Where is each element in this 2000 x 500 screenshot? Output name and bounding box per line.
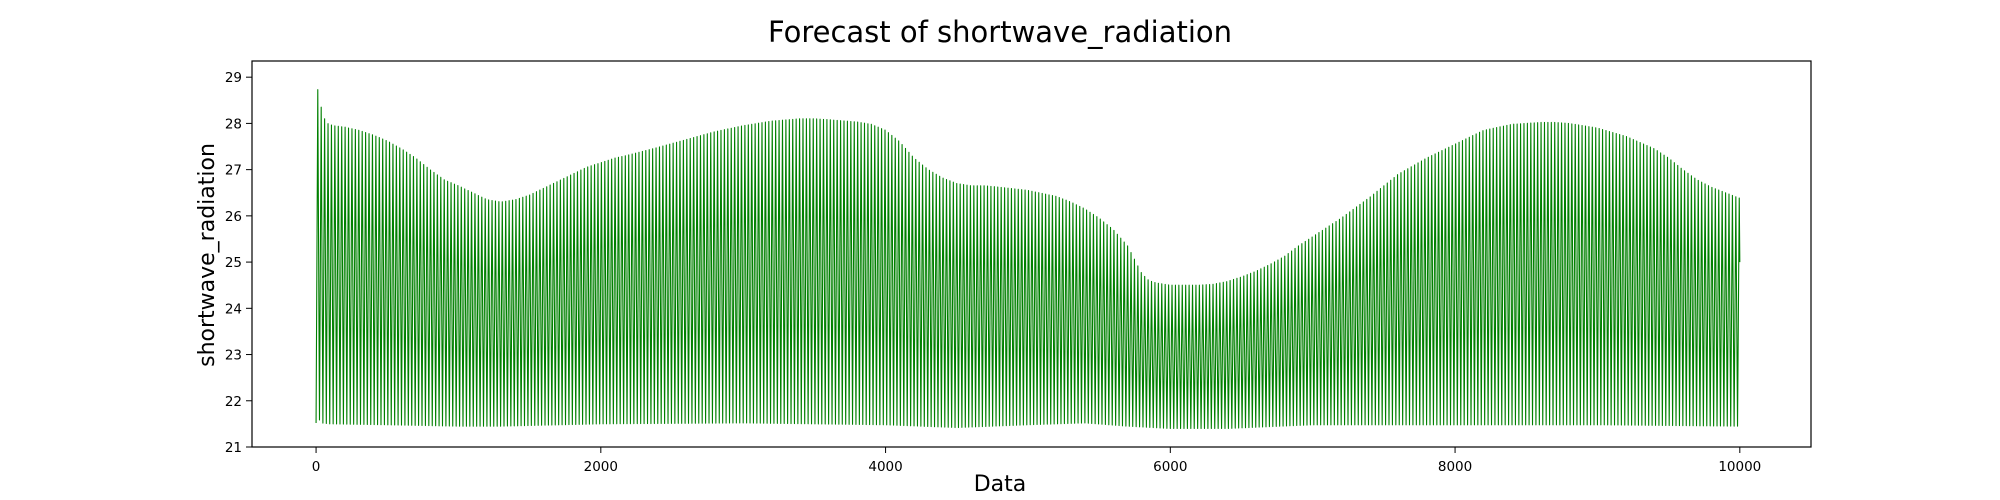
y-tick-label: 28 [225, 116, 242, 132]
y-tick-label: 27 [225, 163, 242, 179]
x-tick-label: 8000 [1438, 459, 1472, 475]
y-axis: 21 22 23 24 25 26 27 28 29 [225, 70, 252, 456]
y-axis-title: shortwave_radiation [195, 143, 220, 367]
y-tick-label: 29 [225, 70, 242, 86]
y-tick-label: 25 [225, 255, 242, 271]
x-axis: 0 2000 4000 6000 8000 10000 [312, 447, 1761, 475]
y-tick-label: 22 [225, 394, 242, 410]
y-tick-label: 23 [225, 348, 242, 364]
y-tick-label: 24 [225, 301, 242, 317]
plot-frame [251, 60, 1812, 448]
x-tick-label: 10000 [1718, 459, 1761, 475]
x-axis-title: Data [974, 472, 1027, 497]
series-line [315, 89, 1741, 430]
chart-title: Forecast of shortwave_radiation [768, 15, 1232, 49]
y-tick-label: 26 [225, 209, 242, 225]
x-tick-label: 0 [312, 459, 321, 475]
x-tick-label: 6000 [1153, 459, 1187, 475]
x-tick-label: 4000 [868, 459, 902, 475]
plot-area [315, 89, 1741, 430]
y-tick-label: 21 [225, 440, 242, 456]
x-tick-label: 2000 [584, 459, 618, 475]
